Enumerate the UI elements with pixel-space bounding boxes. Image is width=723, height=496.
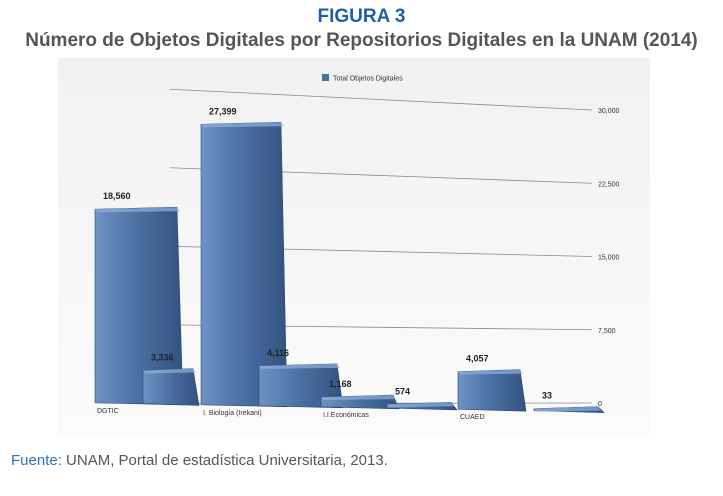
- bar: [386, 401, 458, 411]
- bar-top: [321, 395, 396, 401]
- source-label: Fuente:: [11, 452, 62, 469]
- bar-face: [142, 368, 200, 406]
- data-label: 27,399: [209, 106, 237, 116]
- bars: [94, 121, 605, 413]
- data-label: 33: [542, 391, 552, 401]
- y-tick-label: 0: [598, 401, 602, 408]
- data-label: 18,560: [103, 191, 131, 201]
- legend: Total Objetos Digitales: [322, 74, 403, 83]
- y-tick-label: 15,000: [598, 255, 620, 262]
- data-label: 4,116: [267, 348, 289, 358]
- bar: [142, 368, 200, 406]
- bar-face: [457, 369, 527, 412]
- bar: [533, 406, 605, 413]
- source-note: Fuente: UNAM, Portal de estadística Univ…: [11, 452, 388, 469]
- source-text: UNAM, Portal de estadística Universitari…: [66, 452, 388, 469]
- bar-top: [259, 363, 340, 369]
- category-label: DGTIC: [97, 408, 119, 415]
- bar: [457, 369, 527, 412]
- figure-title: Número de Objetos Digitales por Reposito…: [25, 30, 698, 51]
- bar-top: [201, 122, 284, 128]
- y-tick-label: 30,000: [598, 108, 620, 115]
- bar-face: [200, 121, 288, 408]
- legend-swatch: [322, 74, 329, 81]
- category-label: I.I.Económicas: [323, 412, 369, 419]
- bar-top: [458, 369, 523, 375]
- bar-top: [387, 402, 454, 408]
- bar-top: [95, 207, 180, 213]
- category-label: I. Biología (Irekani): [203, 410, 262, 417]
- data-label: 1,168: [329, 379, 352, 389]
- data-label: 3,336: [151, 353, 174, 363]
- figure-label: FIGURA 3: [317, 6, 406, 27]
- bar: [320, 394, 400, 410]
- category-label: CUAED: [460, 414, 485, 421]
- y-tick-label: 7,500: [598, 328, 616, 335]
- gridline: [169, 88, 593, 111]
- legend-label: Total Objetos Digitales: [333, 76, 403, 83]
- bar-top: [143, 368, 196, 374]
- bar: [200, 121, 288, 408]
- data-label: 574: [395, 386, 410, 396]
- data-label: 4,057: [466, 354, 489, 364]
- bar-top: [534, 406, 601, 412]
- y-tick-label: 22,500: [598, 181, 620, 188]
- labels: 0 7,500 15,000 22,500 30,000 18,560 DGTIC 3,336…: [97, 106, 620, 421]
